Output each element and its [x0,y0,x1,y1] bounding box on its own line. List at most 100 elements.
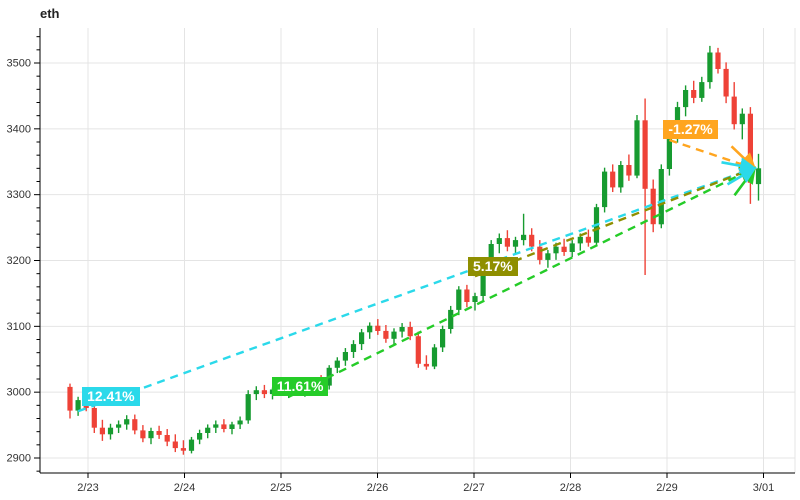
candle [739,113,745,125]
percent-change-label: -1.27% [663,120,718,140]
candle [75,400,81,411]
candle [691,90,697,98]
candle [448,309,454,329]
candle [350,344,357,352]
y-tick-label: 3400 [7,123,31,135]
candle [261,390,267,395]
candle [537,246,543,260]
percent-change-label: 5.17% [468,257,518,277]
candle [747,113,753,183]
candle [699,82,705,98]
candle [755,168,762,185]
y-tick-label: 3500 [7,58,31,70]
candle [156,431,162,435]
trend-lines [77,138,757,413]
candle [383,330,389,339]
candle [666,136,672,169]
candle [553,246,559,254]
candle [440,329,446,348]
candle [456,289,462,310]
candle [91,408,97,428]
axes: 2900 3000 3100 3200 3300 3400 3500 2/23 2/24 2/25… [7,28,795,494]
candle [577,236,583,244]
candle [99,427,105,435]
candle [245,394,251,421]
y-tick-label: 2900 [7,453,31,465]
candle [253,390,259,395]
candle [480,269,486,296]
x-tick-label: 2/27 [463,482,484,494]
candle [132,419,138,431]
x-tick-label: 2/25 [270,482,291,494]
grid [40,28,796,473]
x-tick-label: 2/28 [560,482,581,494]
candle [415,336,421,364]
candle [205,427,211,433]
candle [626,165,632,176]
candle [140,430,146,439]
candle [658,169,664,225]
candle [569,243,575,252]
candle [545,253,551,260]
chart-title: eth [40,6,60,21]
x-tick-label: 2/23 [77,482,98,494]
candle [407,327,413,337]
candle [561,246,567,252]
candle [529,234,535,247]
candle [683,90,689,108]
candle [504,238,510,247]
x-tick-label: 2/26 [367,482,388,494]
candle [423,363,429,367]
candle [213,424,219,428]
x-tick-label: 2/29 [656,482,677,494]
candle [488,244,494,270]
candle [229,424,235,429]
x-tick-label: 3/01 [753,482,774,494]
candle [116,424,122,428]
y-tick-label: 3300 [7,189,31,201]
y-tick-label: 3100 [7,321,31,333]
candle [610,171,616,188]
candle [642,120,648,189]
candle [172,441,178,449]
percent-change-label: 12.41% [82,387,140,407]
candle [650,188,656,225]
candle [512,240,519,247]
candle [723,68,729,97]
candle [359,332,365,345]
candle [464,289,470,302]
candle [472,296,478,302]
candle [707,52,713,83]
candle [634,120,640,176]
candle [521,234,527,241]
candle [399,327,405,332]
candle [602,171,608,208]
candle [367,325,373,333]
candle [124,419,130,425]
candle [715,52,721,69]
candle [342,352,348,361]
candle [197,433,203,440]
candle [618,165,624,188]
x-tick-label: 2/24 [174,482,195,494]
candle [221,424,227,429]
candle [334,360,340,368]
candle [431,347,438,367]
candle [164,435,170,442]
candle [496,238,502,244]
percent-change-label: 11.61% [271,376,329,396]
candle [731,96,737,125]
candle [391,331,397,339]
candle [237,420,243,425]
candle [148,431,154,439]
candle [107,427,114,435]
candle [375,325,381,331]
y-tick-label: 3200 [7,255,31,267]
y-tick-label: 3000 [7,387,31,399]
candle [180,448,186,451]
candle [67,386,73,411]
candles [67,45,762,455]
candle [188,439,195,451]
